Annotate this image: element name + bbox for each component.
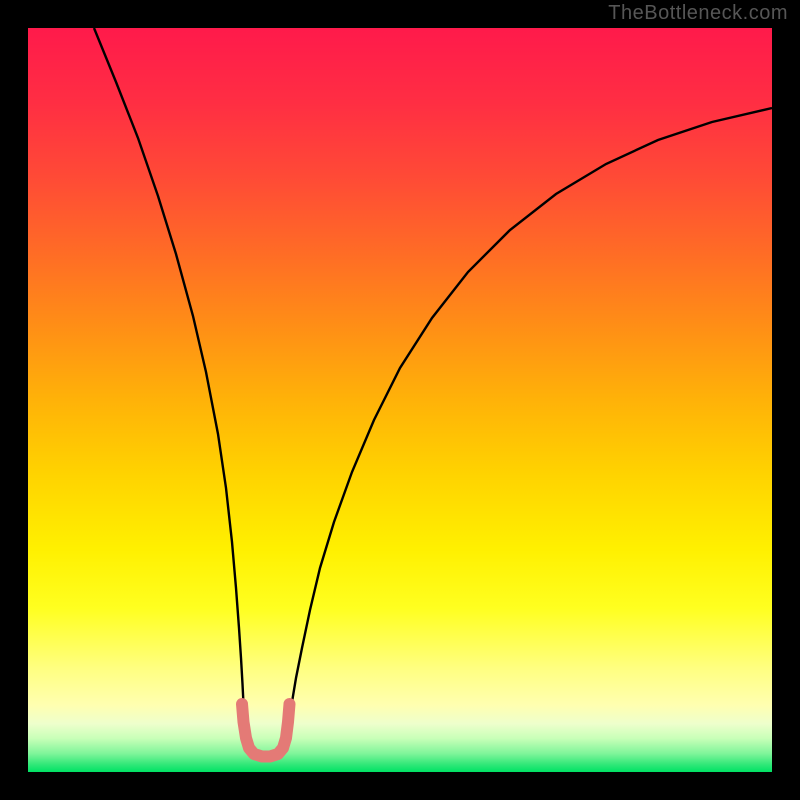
frame-bottom (0, 772, 800, 800)
frame-left (0, 0, 28, 800)
watermark-text: TheBottleneck.com (608, 2, 788, 25)
highlight-marker (242, 704, 290, 757)
frame-right (772, 0, 800, 800)
plot-area (28, 28, 772, 772)
curve-layer (28, 28, 772, 772)
bottleneck-curve (94, 28, 772, 753)
